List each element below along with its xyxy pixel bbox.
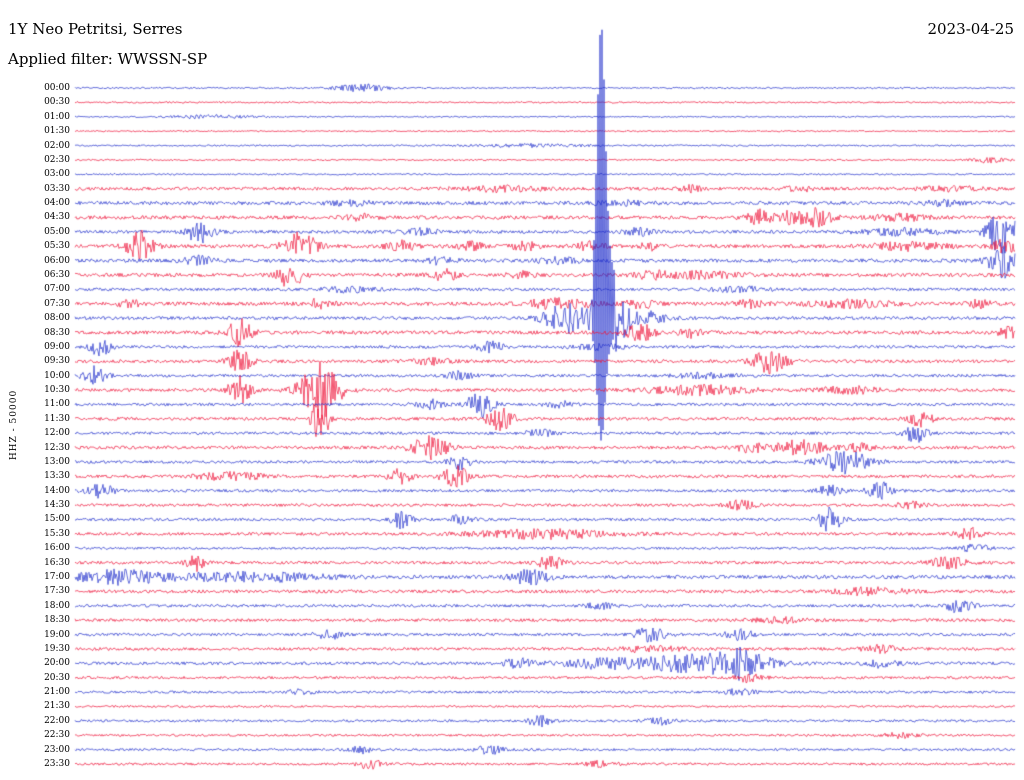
seismogram-canvas	[0, 0, 1024, 780]
helicorder-page: 1Y Neo Petritsi, Serres 2023-04-25 Appli…	[0, 0, 1024, 780]
